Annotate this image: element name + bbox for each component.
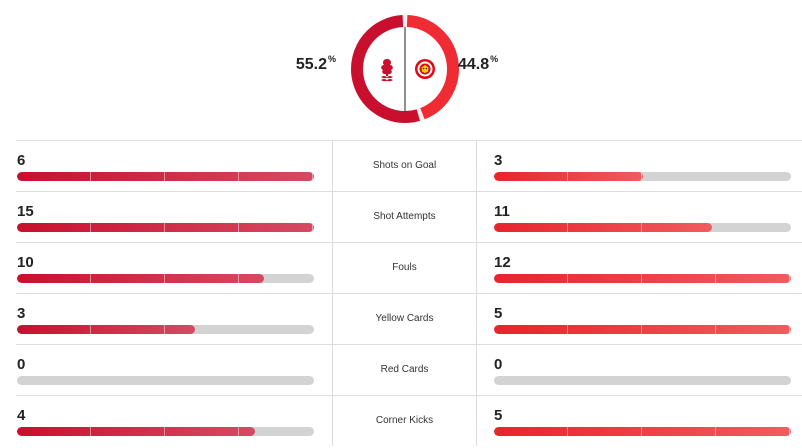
- home-stat-bar: [17, 427, 314, 436]
- column-divider: [476, 345, 477, 395]
- stat-row-fouls: 10 Fouls 12: [16, 242, 802, 293]
- away-stat-bar-fill: [494, 274, 791, 283]
- away-stat-bar-fill: [494, 325, 791, 334]
- away-stat-bar: [494, 376, 791, 385]
- stat-label: Shot Attempts: [373, 211, 436, 222]
- home-stat-value: 6: [17, 152, 26, 169]
- away-possession-value: 44.8: [458, 56, 490, 73]
- stat-label: Corner Kicks: [375, 415, 434, 426]
- column-divider: [332, 345, 333, 395]
- home-stat-bar: [17, 325, 314, 334]
- away-stat-bar-fill: [494, 427, 791, 436]
- stat-row-red-cards: 0 Red Cards 0: [16, 344, 802, 395]
- match-stats-table: 6 Shots on Goal 3 15 Shot Attempts 11 10…: [16, 140, 802, 446]
- home-possession: 55.2%: [295, 54, 336, 74]
- home-stat-bar: [17, 223, 314, 232]
- possession-section: 55.2% 44.8%: [0, 0, 802, 132]
- home-stat-bar: [17, 274, 314, 283]
- home-stat-bar-fill: [17, 172, 314, 181]
- home-stat-value: 15: [17, 203, 34, 220]
- column-divider: [332, 396, 333, 446]
- away-possession-arc: [406, 15, 459, 120]
- home-stat-value: 4: [17, 407, 26, 424]
- away-stat-value: 5: [494, 305, 503, 322]
- stat-label: Red Cards: [380, 364, 429, 375]
- column-divider: [332, 294, 333, 344]
- stat-row-shots-on-goal: 6 Shots on Goal 3: [16, 140, 802, 191]
- away-stat-bar: [494, 427, 791, 436]
- away-stat-value: 5: [494, 407, 503, 424]
- away-stat-bar-fill: [494, 223, 712, 232]
- away-stat-value: 12: [494, 254, 511, 271]
- away-stat-bar: [494, 325, 791, 334]
- column-divider: [476, 396, 477, 446]
- nottingham-forest-crest-icon: [381, 59, 393, 82]
- stat-label: Yellow Cards: [375, 313, 434, 324]
- column-divider: [476, 294, 477, 344]
- away-stat-bar: [494, 274, 791, 283]
- home-stat-bar: [17, 172, 314, 181]
- column-divider: [476, 243, 477, 293]
- away-stat-bar: [494, 172, 791, 181]
- away-stat-bar-fill: [494, 172, 643, 181]
- away-possession-percent-sign: %: [490, 54, 499, 64]
- stat-label: Shots on Goal: [372, 160, 437, 171]
- stat-row-corner-kicks: 4 Corner Kicks 5: [16, 395, 802, 446]
- column-divider: [332, 141, 333, 191]
- away-stat-value: 11: [494, 203, 510, 220]
- brentford-crest-icon: [415, 59, 435, 79]
- home-stat-value: 0: [17, 356, 26, 373]
- column-divider: [332, 192, 333, 242]
- away-stat-bar: [494, 223, 791, 232]
- stat-label: Fouls: [392, 262, 417, 273]
- column-divider: [476, 192, 477, 242]
- column-divider: [332, 243, 333, 293]
- stat-row-yellow-cards: 3 Yellow Cards 5: [16, 293, 802, 344]
- home-possession-arc: [351, 15, 420, 123]
- home-stat-bar-fill: [17, 223, 314, 232]
- possession-donut-chart: [351, 15, 459, 123]
- home-stat-bar: [17, 376, 314, 385]
- home-possession-percent-sign: %: [327, 54, 336, 64]
- away-stat-value: 3: [494, 152, 503, 169]
- home-stat-bar-fill: [17, 274, 265, 283]
- home-stat-value: 3: [17, 305, 26, 322]
- column-divider: [476, 141, 477, 191]
- home-possession-value: 55.2: [295, 56, 327, 73]
- home-stat-value: 10: [17, 254, 34, 271]
- away-stat-value: 0: [494, 356, 503, 373]
- home-stat-bar-fill: [17, 325, 196, 334]
- stat-row-shot-attempts: 15 Shot Attempts 11: [16, 191, 802, 242]
- home-stat-bar-fill: [17, 427, 255, 436]
- away-possession: 44.8%: [458, 54, 499, 74]
